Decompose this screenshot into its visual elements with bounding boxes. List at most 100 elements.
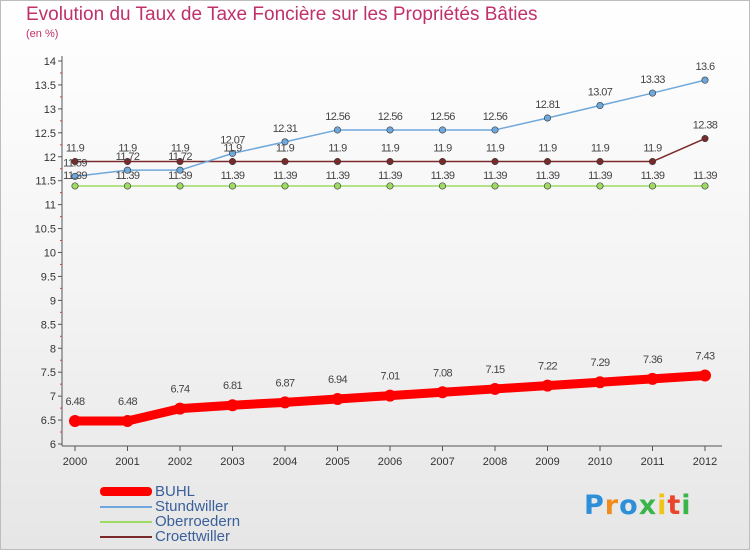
- data-point-croettwiller: [333, 158, 341, 166]
- y-tick-label: 9.5: [41, 271, 56, 283]
- data-point-buhl: [436, 386, 449, 399]
- data-point-stundwiller: [71, 172, 79, 180]
- y-tick-label: 13.5: [35, 80, 56, 92]
- data-label-buhl: 6.81: [223, 380, 242, 392]
- data-point-stundwiller: [333, 126, 341, 134]
- data-label-croettwiller: 11.9: [223, 143, 242, 155]
- data-label-croettwiller: 11.9: [171, 143, 190, 155]
- data-point-stundwiller: [701, 76, 709, 84]
- data-point-oberroedern: [543, 182, 551, 190]
- data-point-stundwiller: [124, 166, 132, 174]
- data-point-oberroedern: [124, 182, 132, 190]
- x-tick-label: 2001: [115, 456, 139, 468]
- data-point-stundwiller: [176, 166, 184, 174]
- x-tick-label: 2007: [430, 456, 454, 468]
- data-label-buhl: 7.29: [590, 357, 609, 369]
- legend-label-croettwiller: Croettwiller: [155, 528, 231, 545]
- data-point-buhl: [489, 382, 501, 395]
- legend-swatch-croettwiller: [100, 536, 152, 538]
- data-label-oberroedern: 11.39: [326, 170, 350, 182]
- data-point-buhl: [699, 369, 711, 382]
- data-point-croettwiller: [491, 158, 499, 166]
- data-point-oberroedern: [281, 182, 289, 190]
- data-point-oberroedern: [438, 182, 446, 190]
- y-tick-label: 10: [44, 248, 56, 260]
- y-tick-label: 13: [44, 104, 56, 116]
- data-point-oberroedern: [701, 182, 709, 190]
- data-label-croettwiller: 11.9: [328, 143, 347, 155]
- data-point-buhl: [69, 415, 81, 428]
- data-label-oberroedern: 11.39: [63, 170, 87, 182]
- data-point-stundwiller: [386, 126, 394, 134]
- legend-swatch-buhl: [100, 487, 152, 496]
- data-point-croettwiller: [648, 158, 656, 166]
- data-point-stundwiller: [491, 126, 499, 134]
- x-tick-label: 2011: [641, 456, 665, 468]
- legend-label-buhl: BUHL: [155, 483, 196, 500]
- data-point-stundwiller: [229, 149, 237, 157]
- x-tick-label: 2008: [483, 456, 507, 468]
- data-label-buhl: 6.48: [118, 396, 137, 408]
- proxiti-logo: Proxiti: [584, 490, 692, 521]
- x-tick-label: 2004: [273, 456, 297, 468]
- legend-swatch-stundwiller: [100, 506, 152, 508]
- x-tick-label: 2009: [535, 456, 559, 468]
- y-tick-label: 6: [50, 439, 56, 451]
- y-tick-label: 7: [50, 391, 56, 403]
- y-tick-label: 12.5: [35, 128, 56, 140]
- data-label-stundwiller: 12.56: [430, 111, 455, 123]
- data-point-croettwiller: [281, 158, 289, 166]
- data-point-croettwiller: [229, 158, 237, 166]
- data-point-buhl: [174, 402, 186, 415]
- data-label-croettwiller: 11.9: [118, 143, 137, 155]
- data-label-buhl: 6.87: [275, 377, 294, 389]
- legend-swatch-oberroedern: [100, 521, 152, 523]
- y-tick-label: 7.5: [41, 367, 56, 379]
- data-label-oberroedern: 11.39: [431, 170, 455, 182]
- data-point-stundwiller: [438, 126, 446, 134]
- data-label-croettwiller: 11.9: [643, 143, 662, 155]
- data-label-buhl: 6.94: [328, 374, 347, 386]
- data-point-croettwiller: [71, 158, 79, 166]
- data-point-oberroedern: [491, 182, 499, 190]
- y-tick-label: 10.5: [35, 224, 56, 236]
- data-label-buhl: 7.22: [538, 361, 557, 373]
- data-label-croettwiller: 11.9: [276, 143, 295, 155]
- data-label-croettwiller: 11.9: [381, 143, 400, 155]
- x-tick-label: 2006: [378, 456, 402, 468]
- data-label-croettwiller: 11.9: [66, 143, 85, 155]
- data-point-croettwiller: [176, 158, 184, 166]
- data-point-croettwiller: [543, 158, 551, 166]
- data-point-oberroedern: [229, 182, 237, 190]
- data-label-croettwiller: 11.9: [538, 143, 557, 155]
- data-label-oberroedern: 11.39: [273, 170, 297, 182]
- data-label-stundwiller: 11.72: [168, 151, 192, 163]
- data-point-stundwiller: [543, 114, 551, 122]
- data-point-croettwiller: [386, 158, 394, 166]
- data-label-buhl: 7.01: [380, 371, 399, 383]
- y-tick-label: 12: [44, 152, 56, 164]
- y-tick-label: 8: [50, 343, 56, 355]
- x-tick-label: 2002: [168, 456, 192, 468]
- data-point-croettwiller: [438, 158, 446, 166]
- data-point-croettwiller: [124, 158, 132, 166]
- data-label-stundwiller: 13.07: [588, 87, 613, 99]
- unit-label: (en %): [26, 28, 59, 40]
- x-tick-label: 2003: [220, 456, 244, 468]
- y-tick-label: 8.5: [41, 319, 56, 331]
- data-label-oberroedern: 11.39: [588, 170, 612, 182]
- data-point-oberroedern: [596, 182, 604, 190]
- data-point-buhl: [121, 415, 134, 428]
- data-label-stundwiller: 12.56: [325, 111, 350, 123]
- data-label-oberroedern: 11.39: [536, 170, 560, 182]
- data-label-oberroedern: 11.39: [378, 170, 402, 182]
- y-tick-label: 6.5: [41, 415, 56, 427]
- data-label-buhl: 6.48: [65, 396, 84, 408]
- data-label-buhl: 6.74: [170, 384, 189, 396]
- data-label-stundwiller: 11.72: [116, 151, 140, 163]
- data-label-stundwiller: 12.56: [378, 111, 403, 123]
- data-label-buhl: 7.15: [485, 364, 504, 376]
- y-tick-label: 11.5: [35, 176, 56, 188]
- data-label-croettwiller: 11.9: [591, 143, 610, 155]
